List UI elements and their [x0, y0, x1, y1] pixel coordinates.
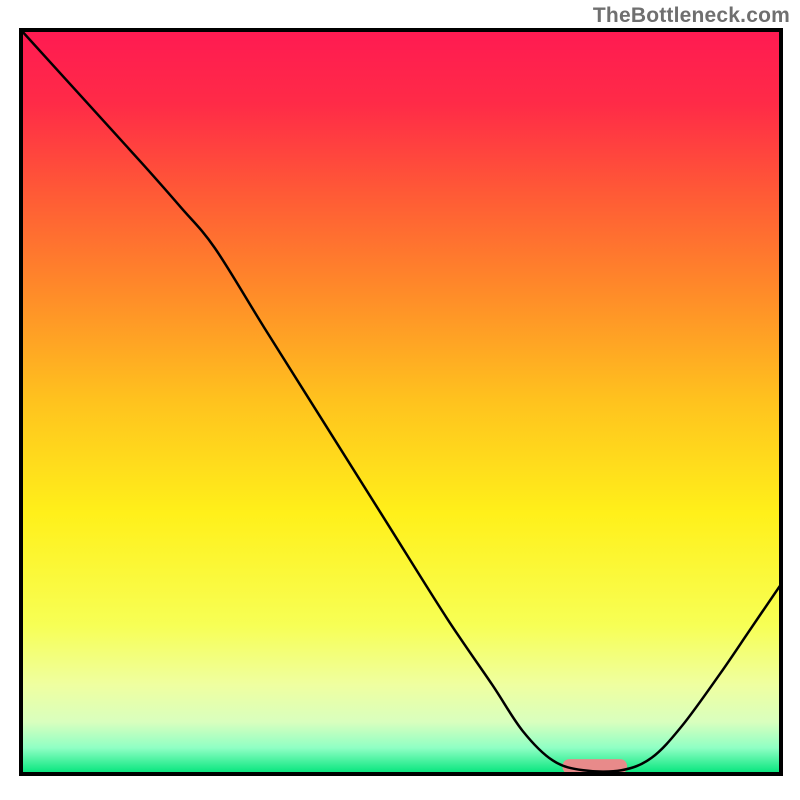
chart-container: TheBottleneck.com: [0, 0, 800, 800]
gradient-background: [21, 30, 781, 774]
attribution-text: TheBottleneck.com: [593, 4, 790, 28]
chart-svg: [0, 0, 800, 800]
